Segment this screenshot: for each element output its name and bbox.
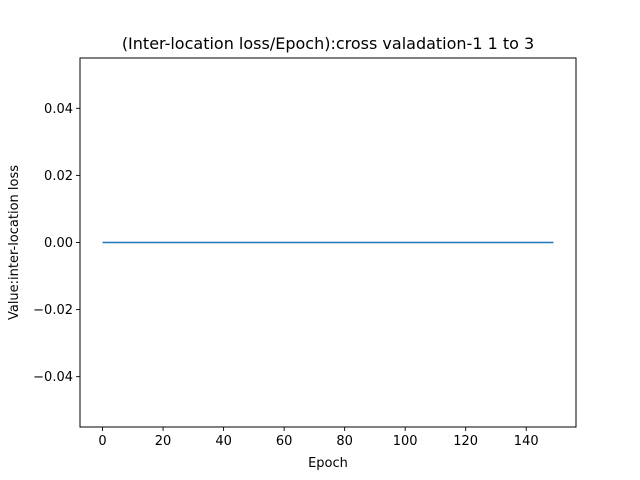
x-tick-label: 20 <box>155 434 172 449</box>
x-tick-label: 40 <box>215 434 232 449</box>
y-tick-label: −0.04 <box>33 370 73 385</box>
y-tick-label: −0.02 <box>33 303 73 318</box>
y-axis-label: Value:inter-location loss <box>7 165 22 320</box>
x-tick-label: 100 <box>393 434 418 449</box>
x-tick-label: 60 <box>276 434 293 449</box>
y-tick-label: 0.00 <box>44 236 73 251</box>
x-tick-label: 0 <box>98 434 106 449</box>
x-tick-label: 120 <box>453 434 478 449</box>
y-tick-label: 0.04 <box>44 102 73 117</box>
x-tick-label: 80 <box>336 434 353 449</box>
y-tick-label: 0.02 <box>44 169 73 184</box>
chart-title: (Inter-location loss/Epoch):cross valada… <box>122 34 534 53</box>
x-axis-label: Epoch <box>308 456 348 471</box>
x-tick-label: 140 <box>514 434 539 449</box>
